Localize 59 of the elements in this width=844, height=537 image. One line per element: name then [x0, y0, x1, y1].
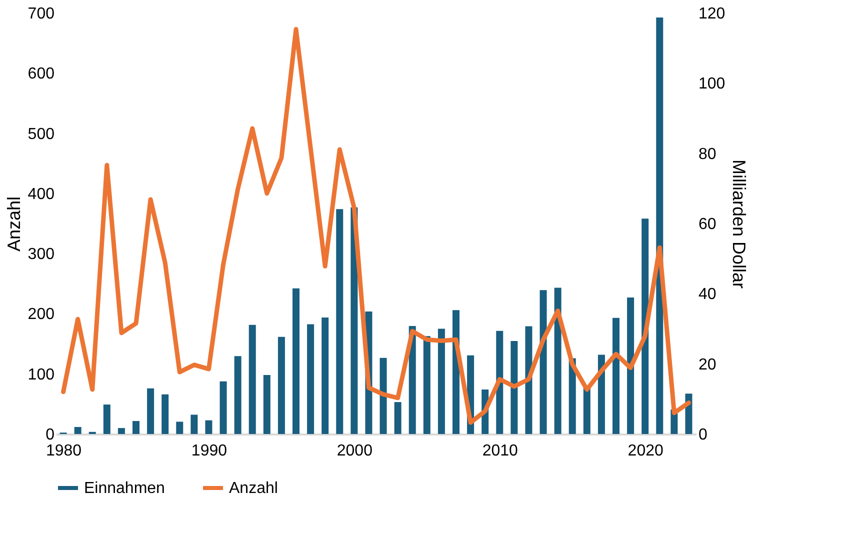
bar [132, 421, 140, 434]
y-tick-label: 200 [28, 306, 55, 324]
bar [322, 318, 329, 434]
line-series [61, 26, 691, 425]
y2-tick-label: 80 [698, 146, 716, 163]
bar [103, 404, 110, 434]
y-tick-label: 100 [28, 366, 55, 384]
y-tick-label: 400 [28, 186, 55, 203]
y-tick-label: 600 [28, 66, 55, 83]
bar [307, 324, 314, 434]
bar [612, 318, 620, 434]
bar [656, 18, 664, 434]
legend-label: Einnahmen [84, 480, 165, 497]
bar [220, 381, 227, 434]
bar [74, 426, 82, 434]
bar [394, 402, 402, 434]
bar [118, 428, 125, 434]
x-tick-label: 2010 [482, 442, 518, 460]
x-tick-label: 2020 [628, 442, 664, 460]
bar [234, 356, 242, 434]
x-tick-label: 1980 [46, 442, 82, 460]
y2-tick-label: 60 [698, 216, 716, 233]
x-tick-label: 2000 [336, 442, 373, 460]
bar [176, 422, 184, 434]
bar [205, 420, 212, 434]
y2-tick-label: 40 [698, 286, 716, 304]
bar [162, 394, 169, 434]
bar [423, 336, 430, 434]
y-tick-label: 500 [28, 126, 55, 143]
bar [583, 388, 590, 434]
bar [248, 324, 256, 434]
bar [278, 336, 285, 434]
bar [147, 388, 154, 434]
bar [642, 218, 649, 434]
bar [540, 290, 547, 434]
bar [438, 328, 445, 434]
legend-label: Anzahl [229, 480, 278, 497]
y-axis-title: Anzahl [4, 196, 24, 252]
bar [554, 288, 562, 434]
y-tick-label: 300 [28, 246, 55, 264]
bar [685, 394, 692, 434]
bar [598, 354, 605, 434]
bar [336, 209, 344, 434]
y-tick-label: 0 [46, 426, 55, 444]
y2-tick-label: 20 [698, 356, 716, 374]
bar [292, 288, 300, 434]
y2-tick-label: 0 [698, 426, 708, 444]
x-tick-label: 1990 [191, 442, 228, 460]
bar [525, 326, 532, 434]
y2-axis-title: Milliarden Dollar [729, 159, 750, 289]
bar [510, 341, 518, 434]
bar [263, 375, 270, 434]
bar [627, 298, 634, 434]
bar [190, 414, 198, 434]
bar [380, 358, 387, 434]
y-tick-label: 700 [28, 6, 55, 22]
y2-tick-label: 120 [698, 6, 726, 22]
y2-tick-label: 100 [698, 76, 726, 93]
bar [496, 330, 504, 434]
